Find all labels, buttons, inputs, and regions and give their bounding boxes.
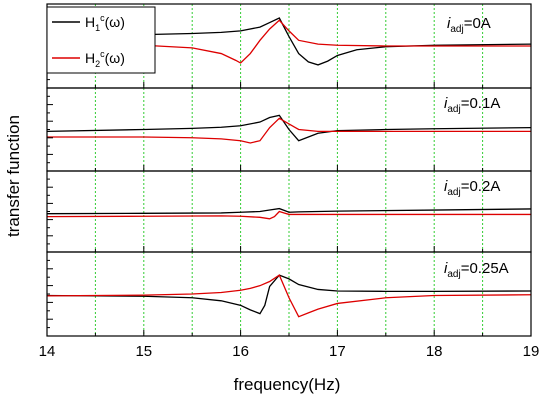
legend-h2-base: H: [85, 50, 95, 66]
legend-h1-sub: 1: [95, 23, 100, 33]
x-tick-label: 14: [39, 343, 56, 360]
y-axis-label: transfer function: [4, 115, 23, 237]
legend-h1-base: H: [85, 14, 95, 30]
panel-label-4: iadj=0.25A: [444, 260, 509, 280]
legend-h2-arg: (ω): [105, 50, 125, 66]
curves-layer: [46, 17, 532, 318]
series-line-h2-panel-4: [46, 274, 532, 318]
legend-label-h1: H1c(ω): [85, 13, 125, 33]
panel-label-var: i: [444, 260, 448, 277]
x-tick-label: 16: [232, 343, 249, 360]
panel-label-var: i: [447, 15, 451, 32]
series-line-h2-panel-2: [47, 117, 531, 144]
series-line-h1-panel-3: [46, 207, 532, 215]
x-tick-label: 19: [523, 343, 540, 360]
panel-label-value: =0.2A: [461, 178, 501, 195]
panel-label-sub: adj: [450, 24, 463, 35]
legend-label-h2: H2c(ω): [85, 49, 125, 69]
panel-label-value: =0.25A: [461, 260, 509, 277]
series-line-h2-panel-3: [46, 210, 531, 220]
legend-box: [46, 6, 156, 74]
legend-h2-sup: c: [100, 49, 105, 59]
series-line-h1-panel-2: [46, 114, 532, 142]
x-tick-label: 17: [329, 343, 346, 360]
panel-label-sub: adj: [447, 269, 460, 280]
ticks-layer: 14 15 16 17 18 19: [39, 11, 540, 360]
x-axis-label: frequency(Hz): [234, 375, 341, 394]
series-line-h1-panel-4: [46, 274, 532, 315]
legend-h2-sub: 2: [95, 59, 100, 69]
panel-label-3: iadj=0.2A: [444, 178, 500, 198]
legend-h1-arg: (ω): [105, 14, 125, 30]
legend-h1-sup: c: [100, 13, 105, 23]
panel-label-value: =0A: [464, 15, 491, 32]
panel-label-sub: adj: [447, 104, 460, 115]
panel-label-var: i: [444, 178, 448, 195]
panel-label-value: =0.1A: [461, 95, 501, 112]
panel-label-1: iadj=0A: [447, 15, 491, 35]
series-line-h1-panel-1: [46, 17, 532, 66]
series-line-h2-panel-1: [46, 19, 531, 64]
x-tick-label: 18: [426, 343, 443, 360]
panel-label-sub: adj: [447, 187, 460, 198]
panel-label-var: i: [444, 95, 448, 112]
legend: H1c(ω) H2c(ω): [46, 6, 156, 74]
x-tick-label: 15: [135, 343, 152, 360]
panel-label-2: iadj=0.1A: [444, 95, 500, 115]
